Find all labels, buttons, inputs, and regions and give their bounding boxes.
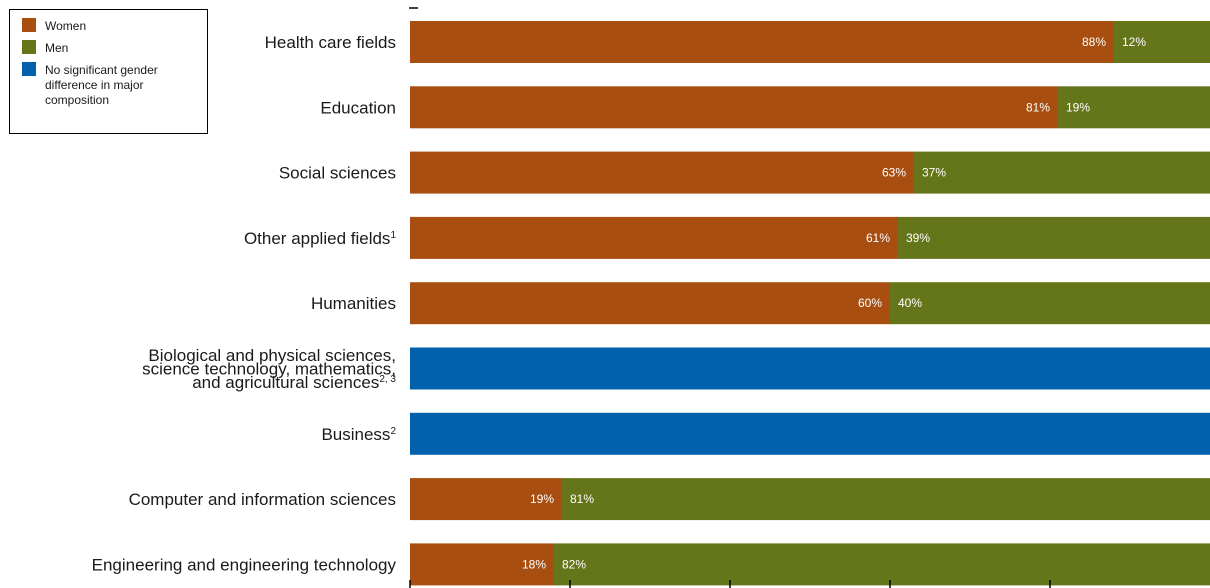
bar-women-7 (410, 478, 562, 521)
bar-group: 88% 12% 81% 19% 63% 37% 61% 39% 60% 40% 19% 81% 18% 8… (410, 21, 1210, 586)
bar-women-1 (410, 86, 1058, 129)
value-label: 12% (1122, 35, 1146, 49)
bar-no-6 (410, 412, 1210, 455)
category-label: Humanities (311, 294, 396, 313)
category-label: Health care fields (265, 33, 396, 52)
bar-women-3 (410, 216, 898, 259)
bar-men-2 (914, 151, 1210, 194)
value-label: 19% (530, 492, 554, 506)
category-label: and agricultural sciences2, 3 (192, 373, 396, 392)
category-labels: Health care fields Education Social scienc… (92, 33, 397, 574)
bar-men-3 (898, 216, 1210, 259)
legend-label: difference in major (45, 78, 144, 92)
category-label: Business2 (321, 425, 396, 444)
category-label: Engineering and engineering technology (92, 555, 397, 574)
bar-men-8 (554, 543, 1210, 586)
bar-men-7 (562, 478, 1210, 521)
value-label: 82% (562, 557, 586, 571)
value-label: 19% (1066, 100, 1090, 114)
legend-swatch (22, 62, 36, 76)
category-label: Computer and information sciences (129, 490, 396, 509)
legend: Women Men No significant genderdifference … (9, 9, 208, 134)
value-label: 88% (1082, 35, 1106, 49)
bar-women-2 (410, 151, 914, 194)
legend-swatch (22, 40, 36, 54)
category-label: science technology, mathematics, (142, 360, 396, 379)
value-label: 61% (866, 231, 890, 245)
category-label: Other applied fields1 (244, 229, 396, 248)
legend-label: Women (45, 19, 86, 33)
bar-women-4 (410, 282, 890, 325)
footnote-marker: 1 (390, 230, 396, 241)
x-axis (409, 7, 1051, 588)
footnote-marker: 2, 3 (379, 374, 396, 385)
category-label: Education (320, 98, 396, 117)
legend-box (9, 9, 208, 134)
bar-men-0 (1114, 21, 1210, 63)
value-label: 37% (922, 166, 946, 180)
value-label: 63% (882, 166, 906, 180)
legend-label: composition (45, 93, 109, 107)
value-label: 39% (906, 231, 930, 245)
bar-men-4 (890, 282, 1210, 325)
value-label: 18% (522, 557, 546, 571)
category-label: Biological and physical sciences, (148, 346, 396, 365)
legend-swatch (22, 18, 36, 32)
value-label: 60% (858, 296, 882, 310)
bar-no-5 (410, 347, 1210, 390)
category-label: Social sciences (279, 164, 396, 183)
value-label: 81% (1026, 100, 1050, 114)
bar-women-8 (410, 543, 554, 586)
legend-label: No significant gender (45, 63, 158, 77)
value-label: 81% (570, 492, 594, 506)
footnote-marker: 2 (390, 426, 396, 437)
bar-men-1 (1058, 86, 1210, 129)
bar-women-0 (410, 21, 1114, 63)
value-label: 40% (898, 296, 922, 310)
legend-label: Men (45, 41, 68, 55)
